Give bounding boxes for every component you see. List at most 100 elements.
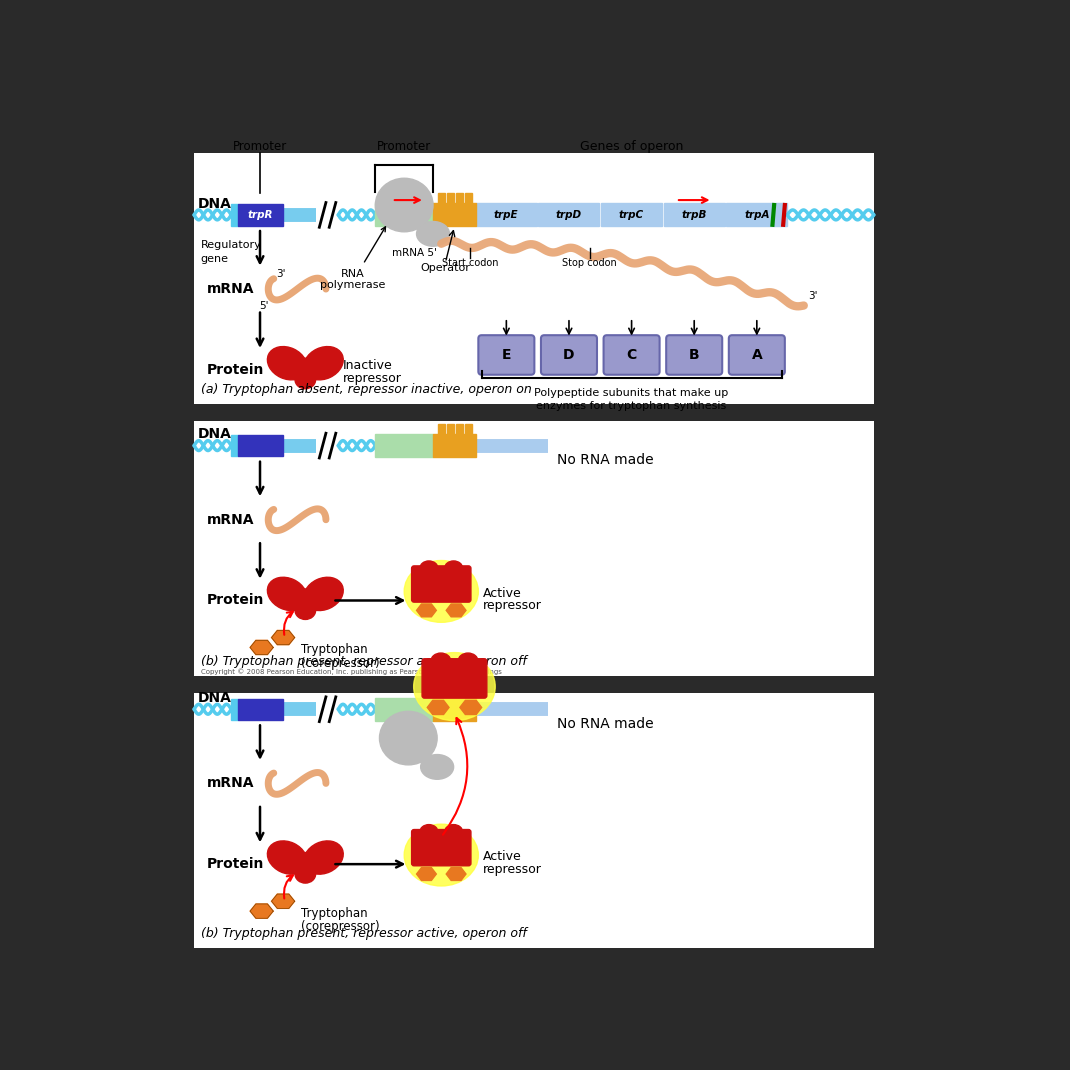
Polygon shape	[272, 895, 294, 908]
Text: trpE: trpE	[494, 210, 519, 220]
Ellipse shape	[268, 577, 307, 611]
Ellipse shape	[268, 841, 307, 874]
Text: Operator: Operator	[421, 263, 471, 273]
Ellipse shape	[414, 653, 495, 720]
FancyBboxPatch shape	[729, 335, 784, 374]
Ellipse shape	[419, 561, 438, 576]
FancyBboxPatch shape	[231, 204, 238, 226]
Text: trpB: trpB	[682, 210, 707, 220]
FancyBboxPatch shape	[376, 203, 433, 227]
FancyBboxPatch shape	[231, 699, 238, 720]
FancyBboxPatch shape	[603, 335, 659, 374]
Ellipse shape	[304, 577, 343, 611]
Text: DNA: DNA	[198, 428, 232, 442]
FancyBboxPatch shape	[433, 203, 476, 227]
Ellipse shape	[295, 865, 316, 883]
Text: gene: gene	[201, 255, 229, 264]
FancyBboxPatch shape	[476, 203, 537, 227]
Ellipse shape	[380, 712, 438, 765]
Text: Inactive: Inactive	[342, 360, 392, 372]
FancyBboxPatch shape	[601, 203, 662, 227]
Text: trpD: trpD	[556, 210, 582, 220]
FancyBboxPatch shape	[663, 203, 724, 227]
Text: D: D	[563, 348, 575, 362]
FancyBboxPatch shape	[447, 194, 454, 203]
Text: No RNA made: No RNA made	[556, 717, 654, 731]
Text: (b) Tryptophan present, repressor active, operon off: (b) Tryptophan present, repressor active…	[201, 927, 526, 939]
Text: DNA: DNA	[198, 691, 232, 705]
Text: A: A	[751, 348, 762, 362]
Text: Active: Active	[483, 586, 521, 599]
Text: DNA: DNA	[198, 197, 232, 211]
FancyBboxPatch shape	[433, 698, 476, 721]
Ellipse shape	[376, 179, 433, 232]
FancyBboxPatch shape	[194, 421, 874, 676]
Ellipse shape	[296, 358, 315, 374]
FancyBboxPatch shape	[376, 698, 433, 721]
Text: E: E	[502, 348, 511, 362]
Polygon shape	[250, 640, 273, 655]
Text: 5': 5'	[259, 302, 269, 311]
FancyBboxPatch shape	[238, 434, 284, 456]
Ellipse shape	[268, 347, 307, 380]
Text: Tryptophan: Tryptophan	[302, 907, 368, 920]
Polygon shape	[250, 904, 273, 918]
Text: 3': 3'	[808, 291, 817, 302]
Polygon shape	[416, 603, 437, 616]
Ellipse shape	[416, 221, 449, 246]
FancyBboxPatch shape	[194, 153, 874, 404]
Text: trpC: trpC	[620, 210, 644, 220]
Polygon shape	[446, 603, 467, 616]
FancyBboxPatch shape	[412, 829, 471, 866]
Text: Stop codon: Stop codon	[562, 258, 617, 268]
FancyBboxPatch shape	[231, 434, 238, 456]
FancyBboxPatch shape	[727, 203, 788, 227]
Text: enzymes for tryptophan synthesis: enzymes for tryptophan synthesis	[536, 401, 727, 411]
Ellipse shape	[304, 841, 343, 874]
Text: RNA: RNA	[340, 270, 364, 279]
Ellipse shape	[295, 370, 316, 388]
Text: (corepressor): (corepressor)	[302, 920, 380, 933]
FancyBboxPatch shape	[456, 688, 462, 698]
Text: (b) Tryptophan present, repressor active, operon off: (b) Tryptophan present, repressor active…	[201, 655, 526, 668]
FancyBboxPatch shape	[667, 335, 722, 374]
Text: repressor: repressor	[483, 862, 541, 875]
FancyBboxPatch shape	[447, 688, 454, 698]
Text: mRNA: mRNA	[207, 513, 254, 526]
Polygon shape	[460, 701, 482, 715]
FancyBboxPatch shape	[422, 659, 487, 698]
Polygon shape	[427, 701, 449, 715]
Polygon shape	[416, 868, 437, 881]
FancyBboxPatch shape	[433, 434, 476, 457]
FancyBboxPatch shape	[438, 424, 444, 434]
Text: Protein: Protein	[207, 857, 264, 871]
Text: Promoter: Promoter	[233, 140, 287, 153]
Ellipse shape	[296, 853, 315, 869]
Text: No RNA made: No RNA made	[556, 454, 654, 468]
Text: Regulatory: Regulatory	[201, 240, 261, 249]
Ellipse shape	[444, 825, 462, 840]
Text: polymerase: polymerase	[320, 280, 385, 290]
Text: mRNA: mRNA	[207, 282, 254, 296]
FancyBboxPatch shape	[412, 566, 471, 602]
FancyBboxPatch shape	[194, 692, 874, 948]
FancyBboxPatch shape	[438, 194, 444, 203]
Text: mRNA 5': mRNA 5'	[393, 248, 438, 258]
Ellipse shape	[295, 601, 316, 620]
FancyBboxPatch shape	[238, 204, 284, 226]
Text: Protein: Protein	[207, 594, 264, 608]
Ellipse shape	[296, 588, 315, 606]
Text: B: B	[689, 348, 700, 362]
FancyBboxPatch shape	[447, 424, 454, 434]
Text: 3': 3'	[276, 270, 286, 279]
FancyBboxPatch shape	[438, 688, 444, 698]
Text: Protein: Protein	[207, 363, 264, 377]
Text: C: C	[626, 348, 637, 362]
Text: Tryptophan: Tryptophan	[302, 643, 368, 656]
Text: Promoter: Promoter	[377, 140, 431, 153]
Ellipse shape	[419, 825, 438, 840]
Text: mRNA: mRNA	[207, 777, 254, 791]
Ellipse shape	[444, 561, 462, 576]
Text: Start codon: Start codon	[442, 258, 499, 268]
Ellipse shape	[421, 754, 454, 779]
